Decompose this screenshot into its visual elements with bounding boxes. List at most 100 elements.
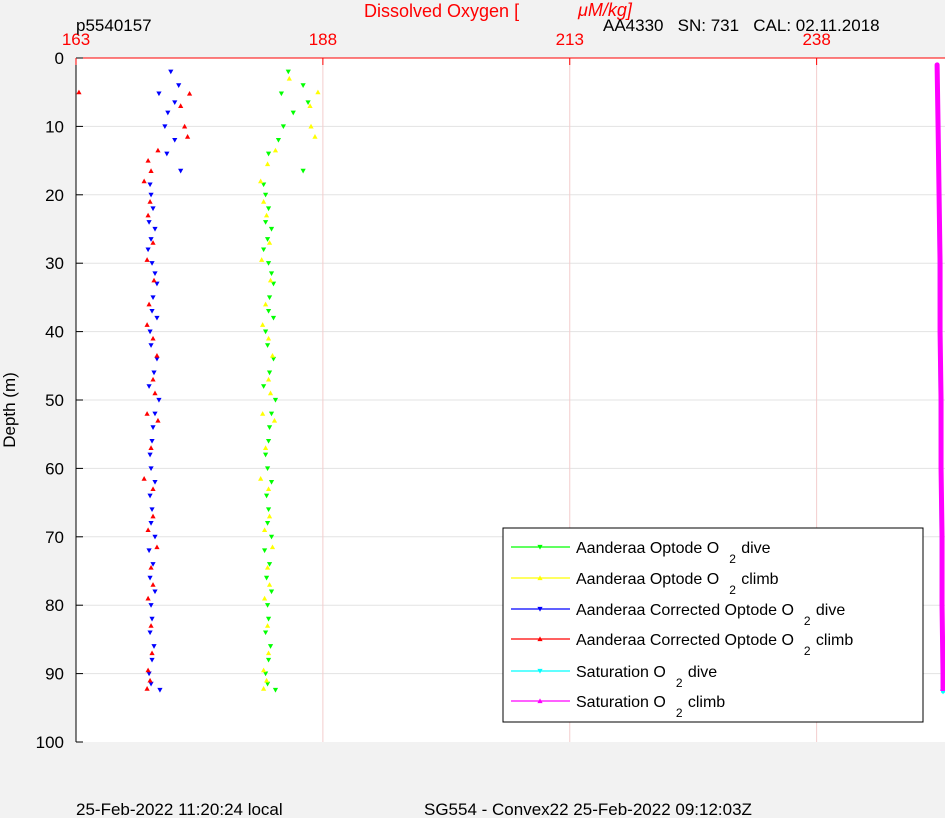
data-point — [263, 212, 270, 218]
data-point — [261, 247, 267, 253]
data-point — [275, 138, 282, 143]
data-point — [146, 671, 152, 677]
data-point — [265, 151, 272, 157]
data-point — [261, 384, 267, 389]
legend-label-suffix: dive — [816, 602, 845, 619]
data-point — [264, 564, 271, 570]
data-point — [150, 582, 156, 587]
data-point — [264, 343, 271, 348]
data-point — [150, 486, 156, 491]
data-point — [162, 124, 168, 129]
data-point — [146, 220, 152, 225]
data-marks — [76, 62, 945, 695]
data-point — [154, 352, 160, 358]
data-point — [157, 687, 163, 693]
data-point — [263, 575, 270, 581]
data-point — [286, 75, 292, 81]
data-point — [278, 91, 284, 97]
x-axis-title-unit: μM/kg] — [577, 0, 633, 20]
data-point — [263, 493, 270, 499]
data-point — [268, 411, 275, 417]
data-point — [147, 199, 153, 204]
legend-marker — [537, 668, 543, 674]
data-point — [145, 667, 151, 673]
data-point — [264, 521, 271, 526]
data-point — [262, 548, 268, 554]
data-point — [264, 681, 271, 687]
data-point — [164, 151, 170, 157]
data-point — [265, 309, 272, 314]
data-point — [264, 466, 271, 471]
data-point — [264, 237, 271, 242]
data-point — [178, 168, 184, 174]
data-point — [263, 220, 269, 225]
data-point — [265, 486, 272, 491]
data-point — [271, 417, 278, 423]
data-point — [308, 123, 314, 129]
data-point — [266, 295, 273, 300]
data-point — [148, 343, 154, 348]
data-point — [151, 644, 157, 649]
data-point — [264, 623, 271, 628]
data-point — [268, 271, 275, 277]
data-point — [261, 199, 267, 204]
legend-label: Saturation O — [576, 664, 666, 681]
legend-label-suffix: dive — [688, 664, 717, 681]
data-point — [154, 356, 160, 362]
data-point — [152, 534, 158, 540]
data-point — [265, 261, 272, 266]
y-tick-label: 40 — [45, 323, 64, 342]
data-point — [263, 301, 269, 307]
data-point — [151, 277, 157, 283]
data-point — [152, 411, 158, 417]
data-point — [147, 677, 153, 683]
data-point — [155, 417, 161, 423]
data-point — [266, 513, 273, 519]
data-point — [150, 335, 156, 341]
data-point — [269, 352, 276, 358]
data-point — [178, 103, 184, 108]
legend: Aanderaa Optode O 2 dive Aanderaa Optode O 2… — [502, 527, 924, 723]
data-point — [263, 630, 269, 636]
data-point — [147, 493, 153, 499]
data-point — [259, 257, 265, 262]
data-point — [145, 527, 151, 533]
data-point — [261, 667, 267, 673]
data-point — [263, 445, 269, 450]
legend-label-suffix: climb — [816, 632, 853, 649]
data-point — [307, 103, 313, 108]
data-point — [146, 301, 152, 307]
data-point — [145, 247, 151, 253]
data-point — [272, 147, 279, 153]
data-point — [152, 390, 158, 396]
data-point — [263, 329, 269, 335]
data-point — [150, 513, 156, 519]
data-point — [267, 390, 274, 396]
legend-marker — [537, 544, 543, 550]
y-tick-label: 70 — [45, 528, 64, 547]
x-tick-label: 163 — [62, 30, 90, 49]
y-tick-label: 20 — [45, 186, 64, 205]
data-point — [152, 271, 158, 277]
data-point — [264, 603, 271, 608]
data-point — [148, 237, 154, 242]
sensor-info: AA4330 SN: 731 CAL: 02.11.2018 — [603, 16, 880, 35]
footer-local-time: 25-Feb-2022 11:20:24 local — [76, 800, 283, 818]
data-point — [146, 384, 152, 389]
data-point — [272, 397, 279, 403]
data-point — [156, 397, 162, 403]
data-point — [148, 466, 154, 471]
data-point — [147, 630, 153, 636]
data-point — [148, 521, 154, 526]
y-tick-label: 30 — [45, 254, 64, 273]
data-point — [168, 69, 174, 75]
data-point — [148, 623, 154, 628]
x-tick-label: 238 — [802, 30, 830, 49]
legend-marker — [537, 698, 543, 704]
data-point — [268, 480, 275, 485]
data-point — [186, 90, 193, 96]
data-point — [147, 329, 153, 335]
data-point — [266, 562, 273, 567]
data-point — [150, 425, 156, 430]
data-point — [141, 178, 147, 184]
